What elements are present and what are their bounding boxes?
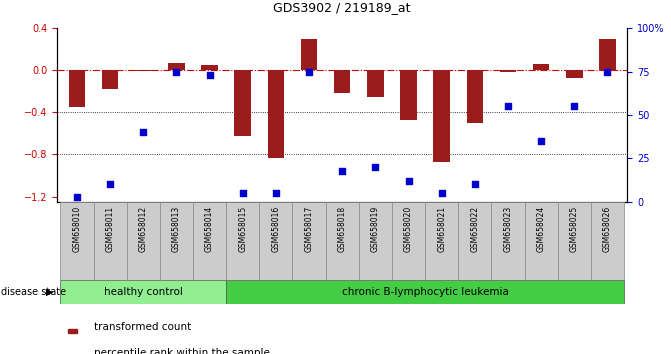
Point — [171, 69, 182, 75]
Bar — [127, 202, 160, 280]
Point — [602, 69, 613, 75]
Text: healthy control: healthy control — [104, 287, 183, 297]
Bar — [533, 64, 550, 70]
Text: percentile rank within the sample: percentile rank within the sample — [94, 348, 270, 354]
Bar — [226, 202, 259, 280]
Bar — [301, 39, 317, 70]
Text: GSM658017: GSM658017 — [305, 206, 313, 252]
Point — [403, 178, 414, 184]
Point — [204, 72, 215, 78]
Bar — [591, 202, 624, 280]
Bar — [234, 70, 251, 136]
Bar — [491, 202, 525, 280]
Text: GSM658013: GSM658013 — [172, 206, 181, 252]
Bar — [201, 65, 218, 70]
Text: GDS3902 / 219189_at: GDS3902 / 219189_at — [274, 1, 411, 14]
Bar — [259, 202, 293, 280]
Text: GSM658020: GSM658020 — [404, 206, 413, 252]
Text: disease state: disease state — [1, 287, 66, 297]
Point — [138, 130, 148, 135]
Bar — [93, 202, 127, 280]
Text: GSM658022: GSM658022 — [470, 206, 479, 252]
Point — [569, 103, 580, 109]
Point — [72, 194, 83, 199]
Text: GSM658023: GSM658023 — [503, 206, 513, 252]
Text: chronic B-lymphocytic leukemia: chronic B-lymphocytic leukemia — [342, 287, 509, 297]
Bar — [566, 70, 582, 78]
Point — [337, 168, 348, 173]
Bar — [68, 70, 85, 107]
Bar — [525, 202, 558, 280]
Bar — [325, 202, 359, 280]
Bar — [558, 202, 591, 280]
Bar — [60, 280, 226, 304]
Text: GSM658010: GSM658010 — [72, 206, 81, 252]
Text: GSM658025: GSM658025 — [570, 206, 579, 252]
Text: transformed count: transformed count — [94, 322, 191, 332]
Point — [436, 190, 447, 196]
Bar — [168, 63, 185, 70]
Bar — [400, 70, 417, 120]
Point — [304, 69, 315, 75]
Bar — [60, 202, 93, 280]
Text: GSM658026: GSM658026 — [603, 206, 612, 252]
Point — [270, 190, 281, 196]
Text: GSM658014: GSM658014 — [205, 206, 214, 252]
Text: GSM658024: GSM658024 — [537, 206, 546, 252]
Bar — [367, 70, 384, 97]
Bar — [68, 329, 76, 333]
Bar — [392, 202, 425, 280]
Bar — [500, 70, 516, 73]
Point — [105, 182, 115, 187]
Bar — [433, 70, 450, 162]
Bar — [268, 70, 285, 158]
Text: GSM658018: GSM658018 — [338, 206, 347, 252]
Point — [238, 190, 248, 196]
Bar — [425, 202, 458, 280]
Bar — [359, 202, 392, 280]
Bar — [102, 70, 118, 89]
Bar — [193, 202, 226, 280]
Bar — [226, 280, 624, 304]
Text: GSM658019: GSM658019 — [371, 206, 380, 252]
Text: GSM658021: GSM658021 — [437, 206, 446, 252]
Bar — [334, 70, 350, 93]
Bar — [135, 70, 152, 72]
Bar — [458, 202, 491, 280]
Point — [503, 103, 513, 109]
Text: ▶: ▶ — [46, 287, 54, 297]
Bar — [160, 202, 193, 280]
Text: GSM658015: GSM658015 — [238, 206, 247, 252]
Point — [470, 182, 480, 187]
Text: GSM658012: GSM658012 — [139, 206, 148, 252]
Point — [370, 164, 380, 170]
Bar — [293, 202, 325, 280]
Bar — [466, 70, 483, 123]
Text: GSM658011: GSM658011 — [105, 206, 115, 252]
Text: GSM658016: GSM658016 — [271, 206, 280, 252]
Bar — [599, 39, 616, 70]
Point — [536, 138, 547, 144]
